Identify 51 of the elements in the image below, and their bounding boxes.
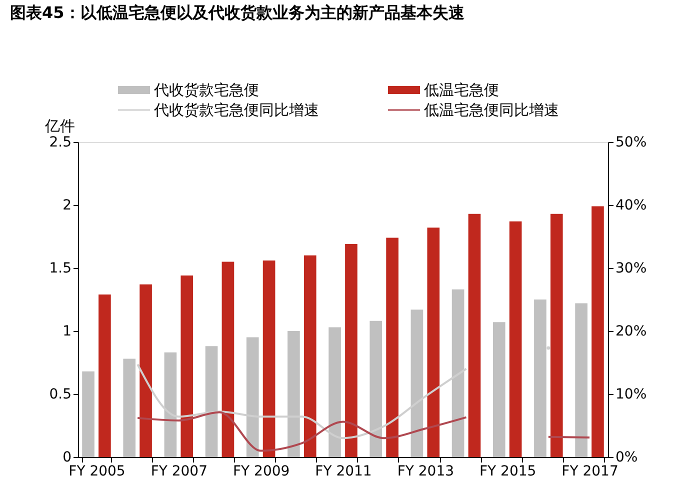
y-tick-label: 2.5 <box>49 134 72 150</box>
bar <box>452 289 464 457</box>
x-tick-label: FY 2015 <box>479 464 536 480</box>
x-tick-label: FY 2017 <box>562 464 618 480</box>
y-tick-label: 0 <box>62 450 72 466</box>
bar <box>180 276 194 457</box>
x-tick-label: FY 2009 <box>232 464 290 480</box>
bar <box>140 284 152 457</box>
bar <box>427 228 440 457</box>
bar <box>345 244 358 457</box>
bar <box>534 300 546 457</box>
legend-label: 代收货款宅急便同比增速 <box>153 101 319 119</box>
bar <box>509 221 522 457</box>
y-tick-label: 2 <box>62 198 72 214</box>
y2-tick-label: 40% <box>616 198 647 214</box>
bar <box>123 358 136 457</box>
bar <box>246 337 259 457</box>
bar <box>468 214 481 457</box>
bar <box>386 238 398 457</box>
legend-label: 低温宅急便同比增速 <box>424 101 559 119</box>
y2-tick-label: 30% <box>616 260 647 276</box>
chart-title: 图表45：以低温宅急便以及代收货款业务为主的新产品基本失速 <box>10 3 466 22</box>
bar <box>304 255 316 457</box>
bar <box>328 327 341 457</box>
legend-label: 代收货款宅急便 <box>153 81 259 99</box>
legend-label: 低温宅急便 <box>424 81 499 99</box>
y-tick-label: 1 <box>62 324 72 340</box>
x-tick-label: FY 2011 <box>315 464 372 480</box>
y-tick-label: 0.5 <box>49 386 72 402</box>
bar <box>222 262 234 457</box>
bar <box>550 214 563 457</box>
bar <box>262 260 276 457</box>
bar <box>410 310 424 457</box>
x-tick-label: FY 2013 <box>397 464 454 480</box>
bar <box>592 206 604 457</box>
y2-tick-label: 0% <box>616 450 638 466</box>
y-axis-title: 亿件 <box>44 117 75 135</box>
x-tick-label: FY 2007 <box>150 464 208 480</box>
bar <box>164 352 177 457</box>
y2-tick-label: 50% <box>616 134 647 150</box>
y-tick-label: 1.5 <box>49 260 72 276</box>
bar <box>98 294 111 457</box>
y2-tick-label: 20% <box>616 324 647 340</box>
bar <box>288 331 300 457</box>
y2-tick-label: 10% <box>616 386 647 402</box>
bar <box>82 371 94 457</box>
bar <box>205 346 218 457</box>
x-tick-label: FY 2005 <box>68 464 126 480</box>
bar <box>575 303 588 457</box>
bar <box>370 320 382 457</box>
bar <box>492 322 506 457</box>
